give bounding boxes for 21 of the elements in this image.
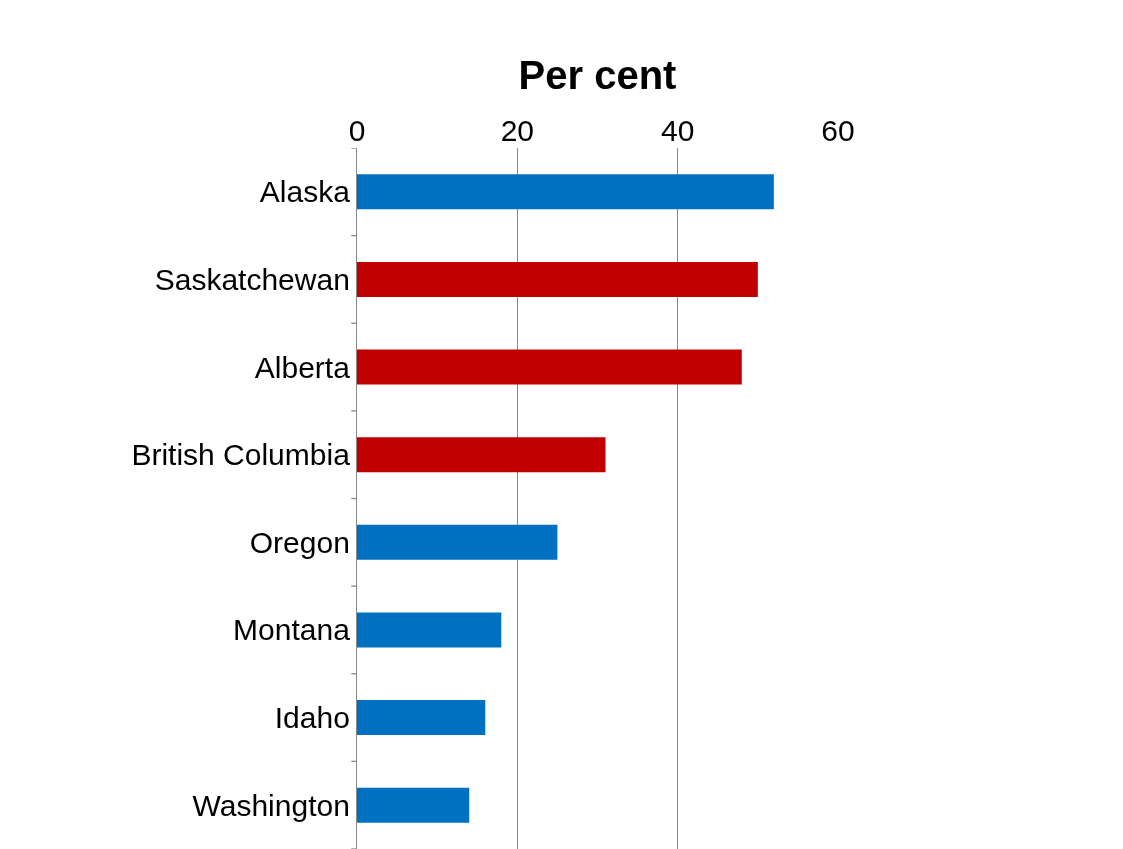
y-tick-label: Saskatchewan xyxy=(154,262,350,296)
bar xyxy=(357,787,470,823)
x-tick-label: 20 xyxy=(500,114,535,147)
bar xyxy=(357,261,758,297)
x-axis-title: Per cent xyxy=(518,52,677,97)
bar xyxy=(357,437,606,473)
y-tick-label: Alaska xyxy=(259,175,351,209)
y-tick-label: Washington xyxy=(192,788,350,822)
y-tick-label: Oregon xyxy=(249,525,350,559)
bar xyxy=(357,700,486,736)
y-tick-label: Alberta xyxy=(254,350,351,384)
bar xyxy=(357,524,558,560)
bar xyxy=(357,612,502,648)
bar xyxy=(357,349,742,385)
x-tick-label: 60 xyxy=(821,114,855,147)
x-tick-label: 0 xyxy=(348,114,366,147)
x-tick-label: 40 xyxy=(660,114,695,147)
bar xyxy=(357,174,774,210)
y-tick-label: British Columbia xyxy=(131,438,351,472)
y-tick-label: Montana xyxy=(233,613,351,647)
y-tick-label: Idaho xyxy=(274,701,350,735)
